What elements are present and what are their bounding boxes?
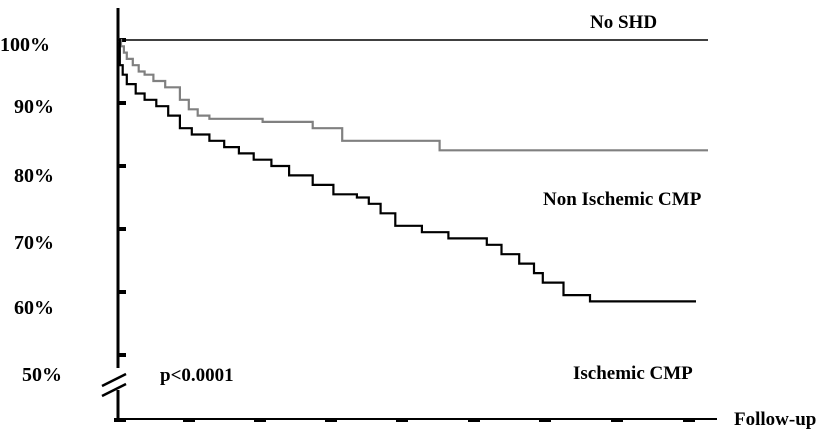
series-label-non-ischemic-cmp: Non Ischemic CMP	[543, 189, 702, 210]
x-axis-label: Follow-up	[734, 409, 816, 430]
y-tick-label-60: 60%	[14, 297, 54, 319]
series-label-no-shd: No SHD	[590, 12, 657, 33]
y-tick-label-80: 80%	[14, 165, 54, 187]
y-tick-label-70: 70%	[14, 232, 54, 254]
series-line-non-ischemic-cmp	[118, 38, 708, 152]
series-label-ischemic-cmp: Ischemic CMP	[573, 363, 693, 384]
axis-break-mark	[101, 372, 127, 398]
p-value-annotation: p<0.0001	[160, 365, 234, 386]
series-lines	[118, 38, 708, 303]
y-tick-label-100: 100%	[0, 34, 50, 56]
y-tick-label-50: 50%	[22, 364, 62, 386]
y-tick-labels: 100% 90% 80% 70% 60% 50%	[0, 34, 62, 386]
series-line-ischemic-cmp	[118, 38, 696, 303]
y-tick-label-90: 90%	[14, 96, 54, 118]
